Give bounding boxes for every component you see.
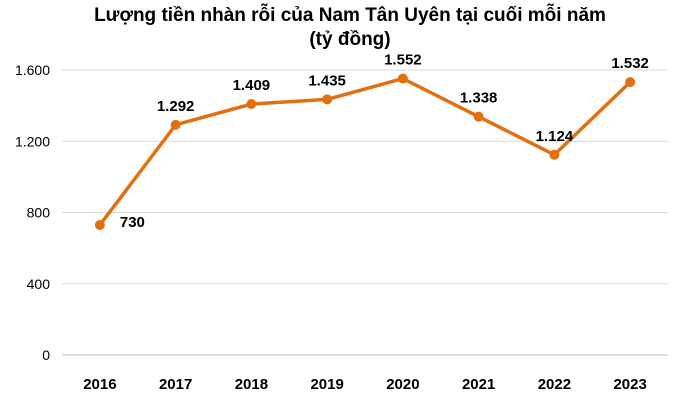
series-line [98,76,632,227]
data-label: 1.338 [460,90,498,107]
data-label: 1.292 [157,98,195,115]
y-tick-label: 1.600 [15,62,50,78]
data-label: 1.435 [308,72,346,89]
x-tick-label: 2020 [386,376,419,393]
y-tick-label: 1.200 [15,133,50,149]
data-point [397,73,408,84]
y-tick-label: 400 [27,276,51,292]
chart-subtitle: (tỷ đồng) [309,29,391,50]
data-label: 730 [120,214,145,231]
x-tick-label: 2018 [235,376,268,393]
chart-title: Lượng tiền nhàn rỗi của Nam Tân Uyên tại… [0,4,700,52]
data-label: 1.532 [611,55,649,72]
data-point [625,77,636,88]
data-label: 1.409 [233,77,271,94]
data-point [170,119,181,130]
x-tick-label: 2019 [310,376,343,393]
data-point [473,111,484,122]
y-tick-label: 0 [42,347,50,363]
x-tick-label: 2023 [613,376,646,393]
data-label: 1.124 [536,128,574,145]
data-point [322,94,333,105]
x-tick-label: 2021 [462,376,495,393]
chart-title-line: Lượng tiền nhàn rỗi của Nam Tân Uyên tại… [94,5,606,26]
data-label: 1.552 [384,52,422,69]
x-tick-label: 2022 [538,376,571,393]
x-tick-label: 2016 [83,376,116,393]
x-tick-label: 2017 [159,376,192,393]
data-point [549,149,560,160]
data-point [94,219,105,230]
data-point [246,99,257,110]
y-tick-label: 800 [27,205,51,221]
